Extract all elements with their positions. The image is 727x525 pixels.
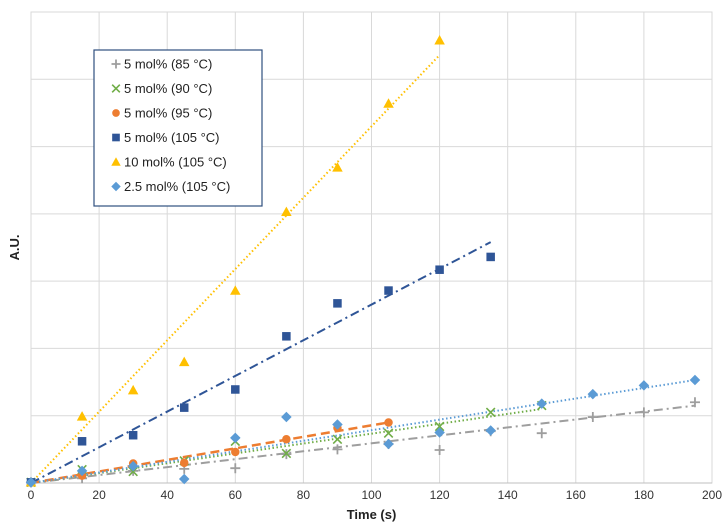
x-tick-label: 80: [297, 488, 311, 502]
data-point: [76, 465, 88, 477]
data-point: [434, 421, 445, 432]
data-point: [76, 411, 88, 421]
x-tick-label: 160: [566, 488, 586, 502]
data-point: [230, 463, 241, 474]
data-point: [383, 98, 394, 108]
series-0: [26, 397, 700, 488]
x-tick-label: 140: [498, 488, 518, 502]
data-point: [77, 437, 87, 446]
data-point: [587, 412, 598, 423]
legend-marker: [112, 133, 120, 142]
data-point: [536, 398, 547, 409]
plot-frame: [30, 11, 713, 484]
trendline: [30, 241, 492, 484]
legend-marker: [112, 109, 120, 117]
data-point: [485, 407, 496, 418]
x-tick-label: 0: [28, 488, 35, 502]
y-axis-label: A.U.: [7, 235, 22, 261]
data-point: [587, 388, 599, 400]
x-tick-label: 20: [92, 488, 106, 502]
data-point: [231, 447, 240, 457]
data-point: [128, 466, 138, 477]
legend-item: 5 mol% (95 °C): [112, 106, 212, 121]
trendline: [30, 54, 441, 484]
trendlines: [30, 54, 696, 485]
data-point: [332, 434, 343, 445]
data-point: [384, 418, 393, 427]
legend-label: 2.5 mol% (105 °C): [124, 179, 230, 194]
legend-item: 5 mol% (105 °C): [112, 130, 220, 145]
data-point: [178, 473, 190, 485]
x-tick-label: 40: [161, 488, 175, 502]
x-axis-label: Time (s): [347, 507, 397, 522]
data-point: [434, 445, 445, 456]
series-3: [26, 252, 495, 487]
data-point: [282, 435, 291, 444]
legend-item: 2.5 mol% (105 °C): [111, 179, 230, 194]
data-point: [384, 286, 393, 295]
x-tick-label: 120: [430, 488, 450, 502]
legend-label: 10 mol% (105 °C): [124, 155, 227, 170]
data-point: [127, 460, 139, 472]
series-5: [25, 374, 701, 488]
data-point: [689, 374, 701, 386]
data-point: [281, 448, 292, 459]
data-point: [638, 380, 650, 391]
data-point: [689, 397, 700, 408]
data-point: [434, 35, 445, 45]
x-tick-label: 180: [634, 488, 654, 502]
data-point: [179, 458, 189, 468]
legend: 5 mol% (85 °C) 5 mol% (90 °C) 5 mol% (95 °…: [93, 49, 263, 207]
legend-label: 5 mol% (85 °C): [124, 57, 212, 72]
legend-label: 5 mol% (105 °C): [124, 130, 220, 145]
data-point: [383, 438, 394, 450]
trendline: [30, 404, 696, 484]
legend-marker: [111, 181, 121, 192]
data-point: [178, 356, 190, 367]
data-point: [435, 265, 444, 274]
data-point: [179, 403, 189, 412]
data-point: [486, 252, 495, 262]
data-point: [231, 385, 240, 394]
x-tick-label: 200: [702, 488, 722, 502]
data-point: [282, 332, 291, 341]
data-point: [127, 384, 139, 395]
data-point: [332, 419, 343, 430]
data-point: [638, 407, 649, 418]
legend-marker: [111, 84, 121, 93]
data-point: [128, 430, 138, 440]
legend-item: 5 mol% (85 °C): [111, 57, 212, 72]
legend-label: 5 mol% (90 °C): [124, 81, 212, 96]
data-point: [230, 285, 241, 295]
data-point: [434, 427, 445, 438]
data-point: [281, 411, 292, 423]
legend-marker: [111, 157, 121, 166]
data-point: [485, 425, 496, 436]
data-point: [332, 444, 343, 455]
data-point: [332, 162, 343, 172]
legend-box: [93, 49, 263, 207]
x-tick-label: 60: [229, 488, 243, 502]
data-points: [25, 35, 701, 488]
legend-label: 5 mol% (95 °C): [124, 106, 212, 121]
data-point: [230, 432, 241, 444]
x-tick-labels: 0 20 40 60 80 100 120 140 160 180 200: [28, 488, 723, 502]
legend-item: 5 mol% (90 °C): [111, 81, 212, 96]
series-4: [25, 35, 445, 487]
data-point: [281, 206, 292, 217]
legend-marker: [111, 59, 121, 69]
data-point: [383, 428, 394, 439]
data-point: [25, 477, 37, 488]
data-point: [536, 428, 547, 439]
data-point: [333, 299, 342, 308]
x-tick-label: 100: [361, 488, 381, 502]
legend-item: 10 mol% (105 °C): [111, 155, 227, 170]
